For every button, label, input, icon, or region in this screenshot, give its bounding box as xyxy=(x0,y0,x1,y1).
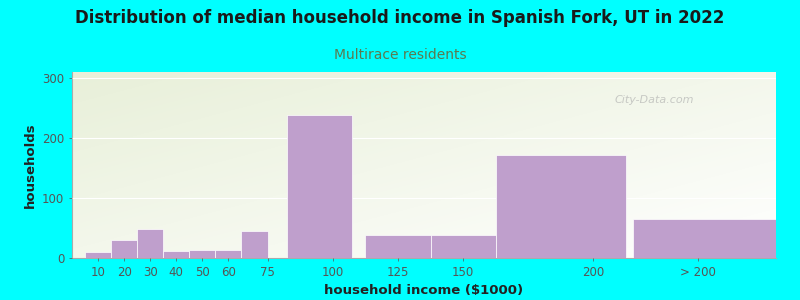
Bar xyxy=(215,250,242,258)
Y-axis label: households: households xyxy=(23,122,37,208)
X-axis label: household income ($1000): household income ($1000) xyxy=(325,284,523,297)
Text: Distribution of median household income in Spanish Fork, UT in 2022: Distribution of median household income … xyxy=(75,9,725,27)
Bar xyxy=(190,250,215,258)
Bar xyxy=(111,240,137,258)
Bar xyxy=(242,231,267,258)
Text: City-Data.com: City-Data.com xyxy=(614,95,694,105)
Text: Multirace residents: Multirace residents xyxy=(334,48,466,62)
Bar xyxy=(163,251,190,258)
Bar xyxy=(430,235,496,258)
Bar xyxy=(287,115,352,258)
Bar xyxy=(633,219,776,258)
Bar xyxy=(137,229,163,258)
Bar xyxy=(366,235,430,258)
Bar xyxy=(496,155,626,258)
Bar xyxy=(85,252,111,258)
